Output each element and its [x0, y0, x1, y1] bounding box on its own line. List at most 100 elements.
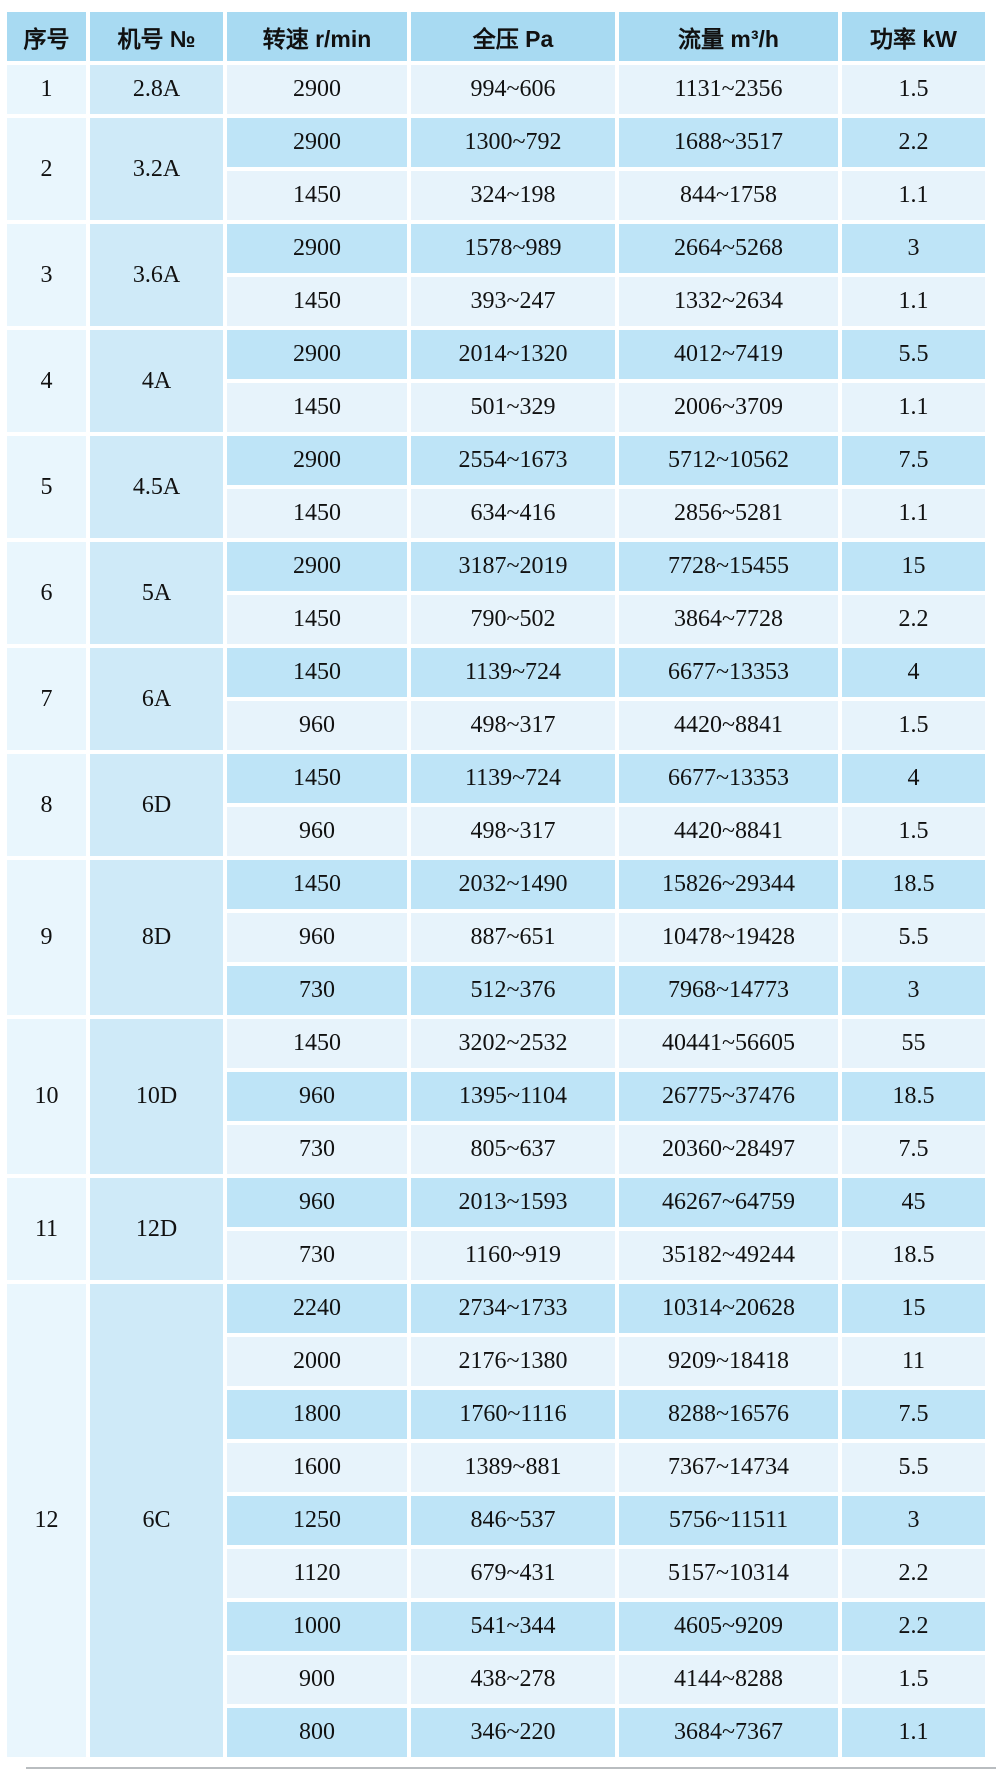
model-cell: 6D — [90, 754, 223, 856]
table-row: 960 887~651 10478~19428 5.5 — [7, 913, 985, 962]
power-cell: 4 — [842, 648, 985, 697]
flow-cell: 10478~19428 — [619, 913, 838, 962]
pressure-cell: 634~416 — [411, 489, 615, 538]
pressure-cell: 393~247 — [411, 277, 615, 326]
flow-cell: 6677~13353 — [619, 754, 838, 803]
model-cell: 6C — [90, 1284, 223, 1757]
seq-cell: 7 — [7, 648, 86, 750]
seq-cell: 6 — [7, 542, 86, 644]
seq-cell: 1 — [7, 65, 86, 114]
pressure-cell: 346~220 — [411, 1708, 615, 1757]
header-cell-pressure: 全压 Pa — [411, 12, 615, 61]
table-row: 960 1395~1104 26775~37476 18.5 — [7, 1072, 985, 1121]
flow-cell: 3864~7728 — [619, 595, 838, 644]
speed-cell: 1450 — [227, 754, 407, 803]
model-cell: 8D — [90, 860, 223, 1015]
speed-cell: 730 — [227, 1125, 407, 1174]
seq-cell: 4 — [7, 330, 86, 432]
power-cell: 5.5 — [842, 330, 985, 379]
table-row: 960 498~317 4420~8841 1.5 — [7, 807, 985, 856]
flow-cell: 4144~8288 — [619, 1655, 838, 1704]
pressure-cell: 1160~919 — [411, 1231, 615, 1280]
flow-cell: 2664~5268 — [619, 224, 838, 273]
table-row: 5 4.5A 2900 2554~1673 5712~10562 7.5 — [7, 436, 985, 538]
table-row: 1450 634~416 2856~5281 1.1 — [7, 489, 985, 538]
pressure-cell: 790~502 — [411, 595, 615, 644]
pressure-cell: 846~537 — [411, 1496, 615, 1545]
power-cell: 45 — [842, 1178, 985, 1227]
flow-cell: 9209~18418 — [619, 1337, 838, 1386]
speed-cell: 1450 — [227, 860, 407, 909]
pressure-cell: 805~637 — [411, 1125, 615, 1174]
power-cell: 4 — [842, 754, 985, 803]
speed-cell: 1450 — [227, 489, 407, 538]
speed-cell: 2000 — [227, 1337, 407, 1386]
flow-cell: 844~1758 — [619, 171, 838, 220]
speed-cell: 1450 — [227, 171, 407, 220]
flow-cell: 46267~64759 — [619, 1178, 838, 1227]
power-cell: 1.1 — [842, 277, 985, 326]
header-cell-power: 功率 kW — [842, 12, 985, 61]
pressure-cell: 324~198 — [411, 171, 615, 220]
model-cell: 4A — [90, 330, 223, 432]
pressure-cell: 887~651 — [411, 913, 615, 962]
flow-cell: 4420~8841 — [619, 807, 838, 856]
power-cell: 11 — [842, 1337, 985, 1386]
header-cell-speed: 转速 r/min — [227, 12, 407, 61]
speed-cell: 2900 — [227, 436, 407, 485]
table-row: 1 2.8A 2900 994~606 1131~2356 1.5 — [7, 65, 985, 114]
seq-cell: 10 — [7, 1019, 86, 1174]
header-cell-model: 机号 № — [90, 12, 223, 61]
model-cell: 3.2A — [90, 118, 223, 220]
pressure-cell: 3202~2532 — [411, 1019, 615, 1068]
table-row: 960 498~317 4420~8841 1.5 — [7, 701, 985, 750]
power-cell: 1.1 — [842, 383, 985, 432]
header-cell-seq: 序号 — [7, 12, 86, 61]
pressure-cell: 2554~1673 — [411, 436, 615, 485]
flow-cell: 3684~7367 — [619, 1708, 838, 1757]
model-cell: 3.6A — [90, 224, 223, 326]
fan-spec-table: 序号 机号 № 转速 r/min 全压 Pa 流量 m³/h 功率 kW 1 2… — [3, 8, 989, 1761]
flow-cell: 26775~37476 — [619, 1072, 838, 1121]
table-row: 900 438~278 4144~8288 1.5 — [7, 1655, 985, 1704]
model-cell: 5A — [90, 542, 223, 644]
header-row: 序号 机号 № 转速 r/min 全压 Pa 流量 m³/h 功率 kW — [7, 12, 985, 61]
power-cell: 3 — [842, 224, 985, 273]
table-row: 1600 1389~881 7367~14734 5.5 — [7, 1443, 985, 1492]
pressure-cell: 1578~989 — [411, 224, 615, 273]
speed-cell: 960 — [227, 701, 407, 750]
seq-cell: 12 — [7, 1284, 86, 1757]
pressure-cell: 541~344 — [411, 1602, 615, 1651]
seq-cell: 11 — [7, 1178, 86, 1280]
flow-cell: 15826~29344 — [619, 860, 838, 909]
flow-cell: 4420~8841 — [619, 701, 838, 750]
pressure-cell: 2014~1320 — [411, 330, 615, 379]
power-cell: 5.5 — [842, 913, 985, 962]
flow-cell: 4012~7419 — [619, 330, 838, 379]
pressure-cell: 2176~1380 — [411, 1337, 615, 1386]
model-cell: 4.5A — [90, 436, 223, 538]
table-row: 800 346~220 3684~7367 1.1 — [7, 1708, 985, 1757]
seq-cell: 8 — [7, 754, 86, 856]
pressure-cell: 679~431 — [411, 1549, 615, 1598]
pressure-cell: 1139~724 — [411, 754, 615, 803]
flow-cell: 1688~3517 — [619, 118, 838, 167]
seq-cell: 3 — [7, 224, 86, 326]
table-row: 10 10D 1450 3202~2532 40441~56605 55 — [7, 1019, 985, 1174]
table-row: 1000 541~344 4605~9209 2.2 — [7, 1602, 985, 1651]
speed-cell: 730 — [227, 966, 407, 1015]
pressure-cell: 1300~792 — [411, 118, 615, 167]
pressure-cell: 2032~1490 — [411, 860, 615, 909]
power-cell: 1.1 — [842, 489, 985, 538]
speed-cell: 1000 — [227, 1602, 407, 1651]
flow-cell: 6677~13353 — [619, 648, 838, 697]
flow-cell: 35182~49244 — [619, 1231, 838, 1280]
speed-cell: 960 — [227, 807, 407, 856]
table-row: 7 6A 1450 1139~724 6677~13353 4 — [7, 648, 985, 750]
power-cell: 15 — [842, 1284, 985, 1333]
pressure-cell: 2013~1593 — [411, 1178, 615, 1227]
pressure-cell: 498~317 — [411, 701, 615, 750]
power-cell: 7.5 — [842, 1125, 985, 1174]
flow-cell: 1131~2356 — [619, 65, 838, 114]
header-cell-flow: 流量 m³/h — [619, 12, 838, 61]
